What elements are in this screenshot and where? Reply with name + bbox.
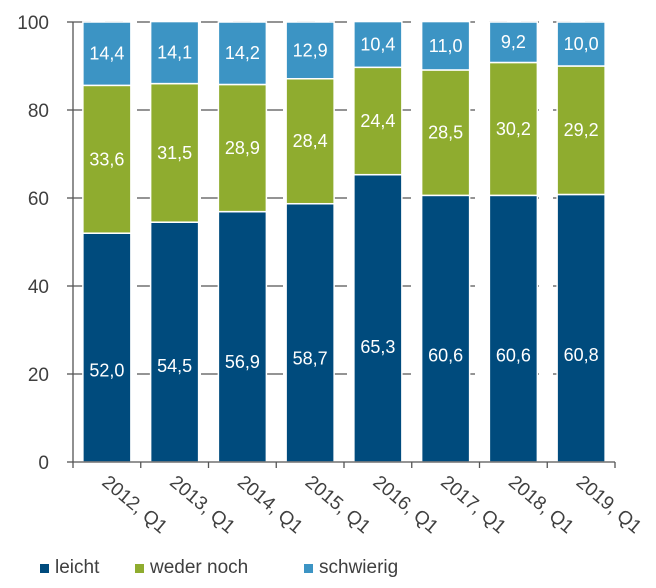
data-label-weder-noch: 28,4 bbox=[293, 131, 328, 151]
data-label-weder-noch: 28,9 bbox=[225, 138, 260, 158]
bar-segment-schwierig-7 bbox=[556, 21, 606, 67]
data-label-weder-noch: 24,4 bbox=[360, 111, 395, 131]
x-tick-label: 2016, Q1 bbox=[369, 472, 442, 538]
x-tick-label: 2019, Q1 bbox=[572, 472, 645, 538]
data-label-weder-noch: 33,6 bbox=[89, 149, 124, 169]
bar-segment-weder-noch-0 bbox=[82, 84, 132, 234]
data-label-leicht: 52,0 bbox=[89, 360, 124, 380]
x-tick-label: 2015, Q1 bbox=[301, 472, 374, 538]
x-tick-label: 2017, Q1 bbox=[436, 472, 509, 538]
data-label-leicht: 58,7 bbox=[293, 349, 328, 369]
y-tick-label: 100 bbox=[17, 13, 49, 34]
bar-segment-weder-noch-7 bbox=[556, 65, 606, 196]
x-tick-label: 2018, Q1 bbox=[504, 472, 577, 538]
legend-label-leicht: leicht bbox=[55, 557, 100, 578]
legend-label-weder-noch: weder noch bbox=[149, 557, 248, 578]
bar-segment-leicht-2 bbox=[217, 210, 268, 463]
data-label-leicht: 60,8 bbox=[564, 345, 599, 365]
bar-segment-schwierig-0 bbox=[82, 21, 132, 87]
bar-segment-weder-noch-1 bbox=[149, 82, 200, 223]
data-label-leicht: 60,6 bbox=[496, 345, 531, 365]
bar-segment-leicht-5 bbox=[420, 194, 471, 463]
bar-segment-weder-noch-4 bbox=[353, 66, 403, 176]
bar-segment-leicht-1 bbox=[149, 221, 200, 463]
y-tick-label: 20 bbox=[28, 365, 49, 386]
data-label-schwierig: 9,2 bbox=[501, 32, 526, 52]
bar-segment-schwierig-4 bbox=[353, 20, 403, 69]
y-tick-label: 0 bbox=[38, 453, 49, 474]
bar-segment-schwierig-3 bbox=[285, 21, 335, 80]
bar-segment-leicht-6 bbox=[488, 194, 539, 463]
x-tick-label: 2013, Q1 bbox=[165, 472, 238, 538]
data-label-leicht: 54,5 bbox=[157, 356, 192, 376]
bar-segment-leicht-7 bbox=[556, 193, 606, 463]
data-label-schwierig: 10,0 bbox=[564, 34, 599, 54]
x-tick-label: 2012, Q1 bbox=[98, 472, 171, 538]
bar-segment-schwierig-6 bbox=[488, 21, 539, 64]
legend: leicht weder noch schwierig bbox=[40, 557, 398, 578]
data-label-weder-noch: 30,2 bbox=[496, 119, 531, 139]
x-tick-label: 2014, Q1 bbox=[233, 472, 306, 538]
data-label-schwierig: 14,2 bbox=[225, 43, 260, 63]
legend-swatch-weder-noch bbox=[135, 564, 144, 573]
legend-swatch-leicht bbox=[40, 564, 49, 573]
data-label-leicht: 56,9 bbox=[225, 352, 260, 372]
data-label-schwierig: 11,0 bbox=[429, 36, 463, 56]
legend-label-schwierig: schwierig bbox=[319, 557, 398, 578]
data-label-schwierig: 14,4 bbox=[89, 44, 124, 64]
data-label-leicht: 60,6 bbox=[428, 345, 463, 365]
bar-segment-leicht-3 bbox=[285, 202, 335, 463]
data-label-weder-noch: 28,5 bbox=[428, 123, 463, 143]
bar-segment-leicht-0 bbox=[82, 232, 132, 463]
data-label-leicht: 65,3 bbox=[360, 337, 395, 357]
data-label-schwierig: 12,9 bbox=[293, 40, 328, 60]
bar-segment-schwierig-2 bbox=[217, 21, 268, 86]
y-tick-label: 40 bbox=[28, 277, 49, 298]
data-label-schwierig: 10,4 bbox=[360, 34, 395, 54]
bars bbox=[82, 20, 606, 463]
data-label-weder-noch: 29,2 bbox=[564, 120, 599, 140]
legend-swatch-schwierig bbox=[304, 564, 313, 573]
bar-segment-weder-noch-6 bbox=[488, 61, 539, 197]
y-tick-label: 80 bbox=[28, 101, 49, 122]
bar-segment-schwierig-5 bbox=[420, 20, 471, 71]
data-label-weder-noch: 31,5 bbox=[157, 143, 192, 163]
data-label-schwierig: 14,1 bbox=[157, 43, 192, 63]
y-tick-label: 60 bbox=[28, 189, 49, 210]
bar-segment-weder-noch-3 bbox=[285, 78, 335, 205]
bar-segment-schwierig-1 bbox=[149, 20, 200, 85]
bar-segment-leicht-4 bbox=[353, 173, 403, 463]
data-labels: 52,0 33,6 14,4 54,5 31,5 14,1 56,9 28,9 14,2 58,7… bbox=[89, 32, 598, 380]
